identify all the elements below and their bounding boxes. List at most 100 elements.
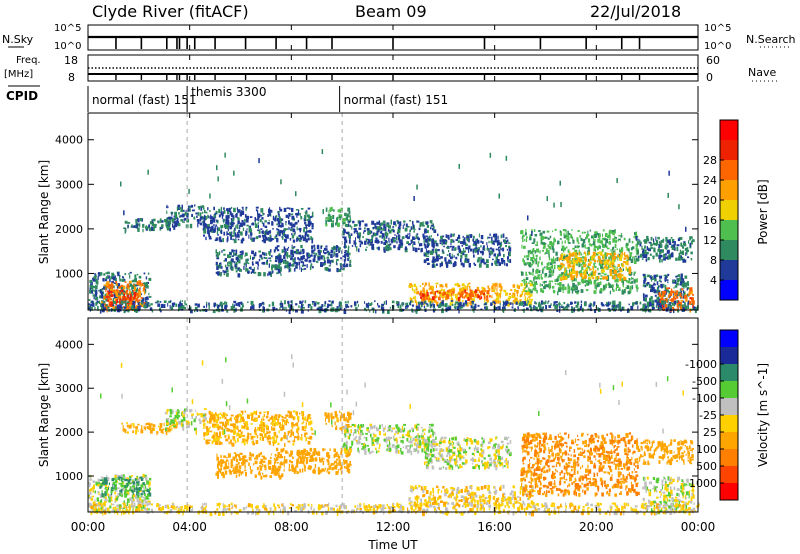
data-cell [689, 242, 692, 247]
data-cell [488, 248, 490, 253]
data-cell [386, 248, 389, 250]
data-cell [222, 249, 226, 252]
data-cell [523, 245, 525, 249]
data-cell [219, 264, 222, 267]
data-cell [107, 299, 109, 302]
data-cell [682, 246, 685, 249]
data-cell [503, 302, 506, 305]
cpid-segment-label: themis 3300 [191, 85, 266, 99]
data-cell [350, 305, 353, 308]
data-cell [177, 415, 181, 418]
data-cell [101, 490, 103, 495]
data-cell [647, 274, 650, 278]
data-cell [286, 207, 290, 209]
data-cell [477, 257, 481, 260]
data-cell [382, 220, 386, 224]
data-cell [107, 306, 110, 309]
data-cell [517, 285, 520, 290]
data-cell [178, 306, 181, 311]
data-cell [444, 241, 447, 244]
data-cell [457, 253, 460, 257]
data-cell [686, 249, 689, 252]
data-cell [114, 487, 117, 491]
data-cell [101, 493, 104, 498]
data-cell [628, 238, 631, 243]
data-cell [328, 209, 330, 214]
data-cell [95, 296, 99, 301]
data-cell [563, 302, 566, 305]
data-cell [389, 243, 392, 246]
data-cell [125, 488, 127, 492]
data-cell [520, 293, 523, 297]
data-cell [137, 227, 140, 232]
data-cell [543, 281, 546, 284]
data-cell [684, 306, 687, 310]
data-cell [573, 270, 576, 274]
data-cell [609, 263, 612, 268]
data-cell [318, 309, 322, 314]
data-cell [203, 227, 207, 232]
data-cell [614, 243, 617, 249]
data-cell [521, 271, 524, 276]
data-cell [227, 254, 230, 259]
data-cell [146, 301, 148, 304]
data-cell [644, 254, 647, 258]
data-cell [132, 493, 135, 498]
data-cell [415, 286, 418, 290]
data-cell [215, 254, 217, 257]
data-cell [602, 288, 605, 292]
data-cell [603, 261, 606, 265]
data-cell [615, 283, 618, 286]
data-cell [300, 216, 303, 220]
data-cell [341, 218, 344, 223]
data-cell [628, 256, 632, 261]
data-cell [656, 300, 659, 303]
data-cell [549, 263, 553, 266]
data-cell [96, 481, 99, 487]
data-cell [616, 284, 619, 289]
data-cell [385, 236, 388, 239]
data-cell [579, 263, 582, 266]
data-cell [568, 256, 571, 258]
data-cell [139, 287, 141, 290]
data-cell [631, 276, 633, 280]
data-cell [644, 249, 647, 254]
data-cell [131, 286, 133, 291]
data-cell [191, 413, 194, 417]
data-cell [642, 304, 645, 309]
data-cell [149, 426, 152, 431]
data-cell [682, 259, 686, 263]
data-cell [460, 241, 463, 244]
data-cell [553, 238, 556, 243]
data-cell [406, 241, 409, 244]
data-cell [602, 233, 603, 237]
data-cell [100, 503, 104, 508]
data-cell [148, 224, 151, 229]
data-cell [302, 306, 305, 309]
data-cell [178, 215, 182, 218]
data-cell [92, 277, 95, 281]
data-cell [557, 283, 560, 286]
data-cell [164, 219, 166, 223]
data-cell [237, 302, 241, 307]
data-cell [602, 229, 605, 232]
data-cell [502, 309, 505, 313]
data-cell [502, 300, 505, 303]
data-cell [306, 264, 308, 268]
data-cell [203, 210, 206, 214]
data-cell [247, 258, 249, 262]
data-cell [110, 496, 113, 500]
data-cell [224, 305, 228, 308]
data-cell [545, 236, 548, 239]
data-cell [440, 235, 443, 240]
data-cell [483, 289, 487, 293]
data-cell [245, 230, 248, 235]
data-cell [426, 303, 429, 306]
data-cell [89, 476, 92, 481]
data-cell [145, 422, 147, 426]
data-cell [349, 259, 352, 264]
data-cell [119, 291, 122, 295]
data-cell [422, 287, 425, 292]
data-cell [689, 297, 693, 300]
